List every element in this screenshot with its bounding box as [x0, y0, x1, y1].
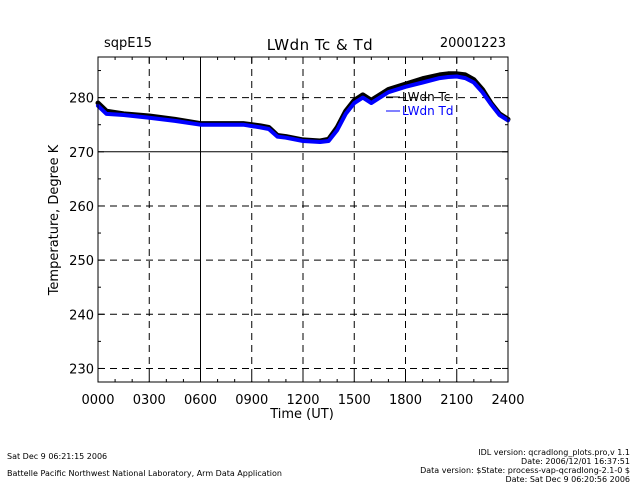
- plot-frame: [97, 56, 509, 383]
- y-tick-label: 260: [69, 200, 94, 215]
- tick-labels: 0000 0300 0600 0900 1200 1500 1800 2100 2400 230 2…: [69, 92, 524, 408]
- site-label: sqpE15: [104, 36, 153, 51]
- grid-lines: [98, 57, 508, 382]
- footer-right-line-2: Date: 2006/12/01 16:37:51: [521, 457, 630, 466]
- y-tick-label: 240: [69, 308, 94, 323]
- x-tick-label: 2100: [440, 393, 473, 408]
- y-axis-label: Temperature, Degree K: [47, 144, 62, 296]
- footer-right-line-1: IDL version: qcradlong_plots.pro,v 1.1: [478, 448, 630, 457]
- x-tick-label: 0000: [81, 393, 114, 408]
- x-tick-label: 0900: [235, 393, 268, 408]
- chart-title: LWdn Tc & Td: [266, 36, 374, 54]
- x-tick-label: 1200: [286, 393, 319, 408]
- y-tick-label: 280: [69, 92, 94, 107]
- axes: [97, 56, 509, 383]
- footer-left-line-1: Sat Dec 9 06:21:15 2006: [7, 452, 108, 461]
- series-layer: [95, 71, 511, 144]
- x-tick-label: 0300: [133, 393, 166, 408]
- x-tick-label: 1500: [338, 393, 371, 408]
- x-tick-label: 2400: [491, 393, 524, 408]
- x-tick-label: 0600: [184, 393, 217, 408]
- date-label: 20001223: [439, 36, 506, 51]
- footer-left-line-2: Battelle Pacific Northwest National Labo…: [7, 469, 282, 478]
- x-tick-label: 1800: [389, 393, 422, 408]
- footer-right-line-3: Data version: $State: process-vap-qcradl…: [420, 466, 630, 475]
- legend-label: LWdn Tc: [402, 90, 450, 104]
- y-tick-label: 250: [69, 254, 94, 269]
- footer-left: Sat Dec 9 06:21:15 2006 Battelle Pacific…: [7, 452, 282, 478]
- y-tick-label: 270: [69, 146, 94, 161]
- y-tick-label: 230: [69, 362, 94, 377]
- footer-right: IDL version: qcradlong_plots.pro,v 1.1 D…: [420, 448, 630, 484]
- series-line-lwdn-td: [96, 74, 510, 144]
- x-axis-label: Time (UT): [269, 407, 334, 422]
- legend-label: LWdn Td: [402, 104, 453, 118]
